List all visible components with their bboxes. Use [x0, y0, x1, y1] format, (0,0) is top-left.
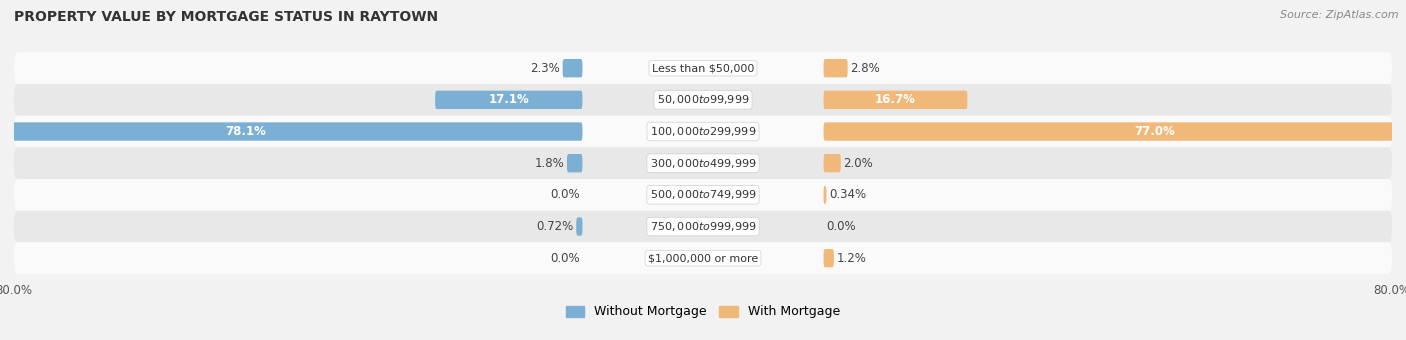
Text: 1.8%: 1.8% [534, 157, 564, 170]
Text: $500,000 to $749,999: $500,000 to $749,999 [650, 188, 756, 201]
Text: $1,000,000 or more: $1,000,000 or more [648, 253, 758, 263]
Text: 0.0%: 0.0% [550, 188, 579, 201]
Text: 16.7%: 16.7% [875, 94, 915, 106]
FancyBboxPatch shape [14, 116, 1392, 147]
FancyBboxPatch shape [824, 186, 827, 204]
Legend: Without Mortgage, With Mortgage: Without Mortgage, With Mortgage [561, 301, 845, 323]
Text: 1.2%: 1.2% [837, 252, 866, 265]
FancyBboxPatch shape [824, 122, 1406, 141]
Text: 77.0%: 77.0% [1135, 125, 1175, 138]
Text: 2.0%: 2.0% [844, 157, 873, 170]
FancyBboxPatch shape [824, 59, 848, 78]
FancyBboxPatch shape [824, 249, 834, 267]
Text: 2.8%: 2.8% [851, 62, 880, 75]
Text: 0.72%: 0.72% [537, 220, 574, 233]
FancyBboxPatch shape [14, 211, 1392, 242]
FancyBboxPatch shape [562, 59, 582, 78]
Text: $50,000 to $99,999: $50,000 to $99,999 [657, 94, 749, 106]
Text: Source: ZipAtlas.com: Source: ZipAtlas.com [1281, 10, 1399, 20]
Text: 0.34%: 0.34% [830, 188, 866, 201]
FancyBboxPatch shape [0, 122, 582, 141]
FancyBboxPatch shape [14, 52, 1392, 84]
Text: $300,000 to $499,999: $300,000 to $499,999 [650, 157, 756, 170]
Text: 78.1%: 78.1% [226, 125, 267, 138]
FancyBboxPatch shape [14, 147, 1392, 179]
Text: 0.0%: 0.0% [827, 220, 856, 233]
Text: 17.1%: 17.1% [488, 94, 529, 106]
FancyBboxPatch shape [14, 84, 1392, 116]
Text: PROPERTY VALUE BY MORTGAGE STATUS IN RAYTOWN: PROPERTY VALUE BY MORTGAGE STATUS IN RAY… [14, 10, 439, 24]
FancyBboxPatch shape [14, 242, 1392, 274]
Text: $750,000 to $999,999: $750,000 to $999,999 [650, 220, 756, 233]
Text: Less than $50,000: Less than $50,000 [652, 63, 754, 73]
Text: 2.3%: 2.3% [530, 62, 560, 75]
FancyBboxPatch shape [436, 91, 582, 109]
FancyBboxPatch shape [576, 217, 582, 236]
FancyBboxPatch shape [824, 154, 841, 172]
Text: 0.0%: 0.0% [550, 252, 579, 265]
FancyBboxPatch shape [14, 179, 1392, 211]
FancyBboxPatch shape [567, 154, 582, 172]
FancyBboxPatch shape [824, 91, 967, 109]
Text: $100,000 to $299,999: $100,000 to $299,999 [650, 125, 756, 138]
